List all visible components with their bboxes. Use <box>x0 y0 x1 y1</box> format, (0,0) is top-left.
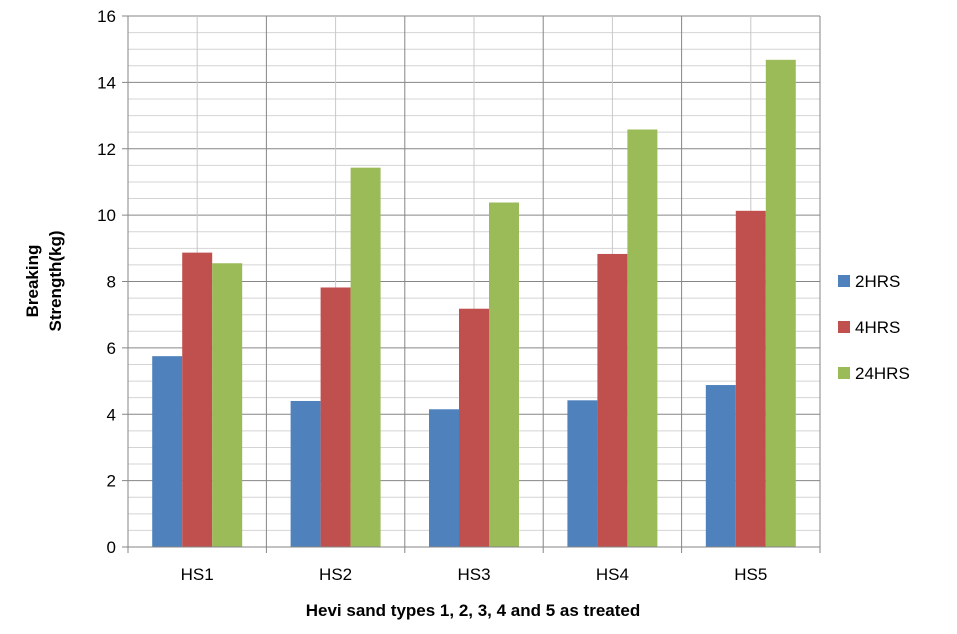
legend-label-2hrs: 2HRS <box>855 272 900 291</box>
y-axis-title-line-2: Strength(kg) <box>46 230 65 331</box>
y-tick-label: 2 <box>107 472 116 491</box>
legend-swatch-24hrs <box>838 367 850 379</box>
bar-4hrs-hs4 <box>597 253 628 547</box>
bar-24hrs-hs3 <box>488 202 519 548</box>
y-tick-label: 4 <box>107 405 116 424</box>
y-tick-labels: 0 2 4 6 8 10 12 14 16 <box>97 7 116 557</box>
y-tick-label: 14 <box>97 73 116 92</box>
legend-label-24hrs: 24HRS <box>855 364 910 383</box>
y-tick-label: 6 <box>107 339 116 358</box>
axes <box>122 15 821 553</box>
y-tick-label: 16 <box>97 7 116 26</box>
x-tick-label-hs1: HS1 <box>181 565 214 584</box>
bar-24hrs-hs2 <box>350 167 381 547</box>
bar-24hrs-hs5 <box>765 59 796 548</box>
bars <box>152 59 796 548</box>
bar-2hrs-hs5 <box>705 385 736 547</box>
bar-24hrs-hs1 <box>212 263 243 547</box>
x-tick-label-hs4: HS4 <box>596 565 629 584</box>
bar-2hrs-hs1 <box>152 356 183 547</box>
x-tick-label-hs3: HS3 <box>457 565 490 584</box>
bar-2hrs-hs4 <box>567 400 598 547</box>
x-axis-title: Hevi sand types 1, 2, 3, 4 and 5 as trea… <box>306 601 641 620</box>
x-tick-label-hs5: HS5 <box>734 565 767 584</box>
bar-4hrs-hs3 <box>459 308 489 547</box>
y-tick-label: 12 <box>97 140 116 159</box>
y-tick-label: 10 <box>97 206 116 225</box>
bar-2hrs-hs3 <box>429 409 460 547</box>
legend-label-4hrs: 4HRS <box>855 318 900 337</box>
x-tick-label-hs2: HS2 <box>319 565 352 584</box>
bar-24hrs-hs4 <box>627 129 658 547</box>
y-tick-label: 8 <box>107 273 116 292</box>
y-tick-label: 0 <box>107 538 116 557</box>
bar-2hrs-hs2 <box>290 400 321 547</box>
bar-4hrs-hs2 <box>320 287 351 547</box>
y-axis-title-line-1: Breaking <box>23 245 42 318</box>
legend-swatch-2hrs <box>838 275 850 287</box>
bar-4hrs-hs5 <box>735 210 766 548</box>
bar-4hrs-hs1 <box>182 252 213 547</box>
x-tick-labels: HS1 HS2 HS3 HS4 HS5 <box>181 565 768 584</box>
legend-swatch-4hrs <box>838 321 850 333</box>
legend: 2HRS 4HRS 24HRS <box>838 272 910 383</box>
